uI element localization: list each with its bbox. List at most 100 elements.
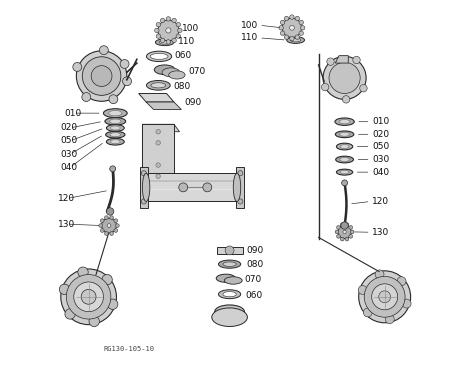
Circle shape bbox=[329, 62, 360, 93]
Circle shape bbox=[335, 230, 339, 234]
Text: 130: 130 bbox=[58, 220, 75, 229]
Circle shape bbox=[284, 35, 289, 39]
Circle shape bbox=[78, 267, 88, 278]
Text: 040: 040 bbox=[373, 168, 390, 177]
Circle shape bbox=[141, 199, 146, 204]
Circle shape bbox=[279, 26, 283, 30]
Circle shape bbox=[102, 275, 112, 285]
Text: 130: 130 bbox=[373, 228, 390, 237]
Circle shape bbox=[360, 85, 367, 92]
Circle shape bbox=[282, 18, 301, 37]
Circle shape bbox=[301, 26, 305, 30]
Circle shape bbox=[155, 28, 159, 33]
Text: 060: 060 bbox=[246, 291, 263, 300]
Circle shape bbox=[99, 224, 102, 227]
Circle shape bbox=[343, 230, 346, 234]
Circle shape bbox=[106, 208, 114, 215]
Circle shape bbox=[101, 218, 117, 233]
Polygon shape bbox=[142, 124, 180, 132]
Ellipse shape bbox=[142, 173, 150, 201]
Circle shape bbox=[110, 166, 116, 172]
Text: 080: 080 bbox=[173, 82, 191, 91]
Ellipse shape bbox=[340, 145, 349, 148]
Text: 110: 110 bbox=[178, 37, 196, 46]
Circle shape bbox=[342, 96, 350, 103]
Circle shape bbox=[176, 34, 181, 39]
Circle shape bbox=[385, 315, 394, 324]
Circle shape bbox=[345, 223, 349, 227]
Ellipse shape bbox=[287, 37, 304, 43]
Circle shape bbox=[120, 59, 129, 68]
Circle shape bbox=[166, 40, 171, 44]
Text: 070: 070 bbox=[188, 67, 205, 76]
Circle shape bbox=[364, 276, 405, 317]
Circle shape bbox=[156, 141, 160, 145]
Ellipse shape bbox=[233, 173, 241, 201]
Ellipse shape bbox=[339, 132, 350, 136]
Circle shape bbox=[295, 16, 300, 21]
Bar bbox=[146, 180, 237, 183]
Circle shape bbox=[337, 226, 340, 229]
Circle shape bbox=[89, 316, 100, 326]
Polygon shape bbox=[146, 102, 182, 109]
Circle shape bbox=[166, 28, 171, 33]
Circle shape bbox=[397, 277, 406, 286]
Ellipse shape bbox=[224, 277, 242, 284]
Ellipse shape bbox=[103, 109, 127, 118]
Text: 040: 040 bbox=[61, 163, 78, 172]
Text: 100: 100 bbox=[182, 24, 200, 33]
Circle shape bbox=[359, 271, 410, 323]
Circle shape bbox=[74, 282, 103, 312]
Circle shape bbox=[178, 28, 182, 33]
Ellipse shape bbox=[154, 65, 175, 75]
Text: 010: 010 bbox=[373, 117, 390, 126]
Circle shape bbox=[73, 62, 82, 71]
Circle shape bbox=[91, 66, 112, 86]
Circle shape bbox=[379, 291, 391, 303]
Circle shape bbox=[172, 18, 176, 23]
Circle shape bbox=[66, 275, 111, 319]
Polygon shape bbox=[139, 93, 174, 102]
Circle shape bbox=[350, 230, 354, 234]
Ellipse shape bbox=[169, 71, 185, 79]
Ellipse shape bbox=[219, 260, 241, 268]
Circle shape bbox=[158, 20, 179, 41]
Ellipse shape bbox=[212, 308, 247, 326]
Circle shape bbox=[338, 225, 351, 239]
Text: 090: 090 bbox=[184, 98, 201, 106]
Circle shape bbox=[61, 269, 117, 325]
Circle shape bbox=[299, 31, 303, 35]
Circle shape bbox=[290, 36, 294, 41]
Text: 110: 110 bbox=[241, 33, 258, 42]
Ellipse shape bbox=[337, 143, 353, 150]
Circle shape bbox=[109, 95, 118, 104]
Ellipse shape bbox=[291, 38, 301, 42]
Ellipse shape bbox=[110, 140, 120, 144]
Circle shape bbox=[340, 223, 344, 227]
Circle shape bbox=[280, 20, 285, 24]
Circle shape bbox=[172, 38, 176, 43]
Circle shape bbox=[82, 57, 121, 95]
Ellipse shape bbox=[340, 170, 349, 174]
Bar bbox=[146, 173, 237, 201]
Circle shape bbox=[107, 224, 111, 227]
Circle shape bbox=[375, 270, 384, 279]
Ellipse shape bbox=[216, 274, 236, 282]
Circle shape bbox=[337, 234, 340, 238]
Circle shape bbox=[109, 232, 113, 235]
Ellipse shape bbox=[106, 138, 124, 145]
Circle shape bbox=[290, 15, 294, 19]
Ellipse shape bbox=[335, 131, 354, 138]
Circle shape bbox=[203, 183, 212, 192]
Polygon shape bbox=[142, 124, 148, 186]
Ellipse shape bbox=[110, 133, 120, 137]
Circle shape bbox=[156, 34, 161, 39]
Circle shape bbox=[141, 171, 146, 176]
Bar bbox=[236, 167, 245, 208]
Ellipse shape bbox=[336, 156, 354, 163]
Circle shape bbox=[114, 229, 118, 232]
Text: 050: 050 bbox=[373, 142, 390, 151]
Ellipse shape bbox=[159, 40, 170, 44]
Circle shape bbox=[349, 234, 353, 238]
Circle shape bbox=[76, 51, 127, 101]
